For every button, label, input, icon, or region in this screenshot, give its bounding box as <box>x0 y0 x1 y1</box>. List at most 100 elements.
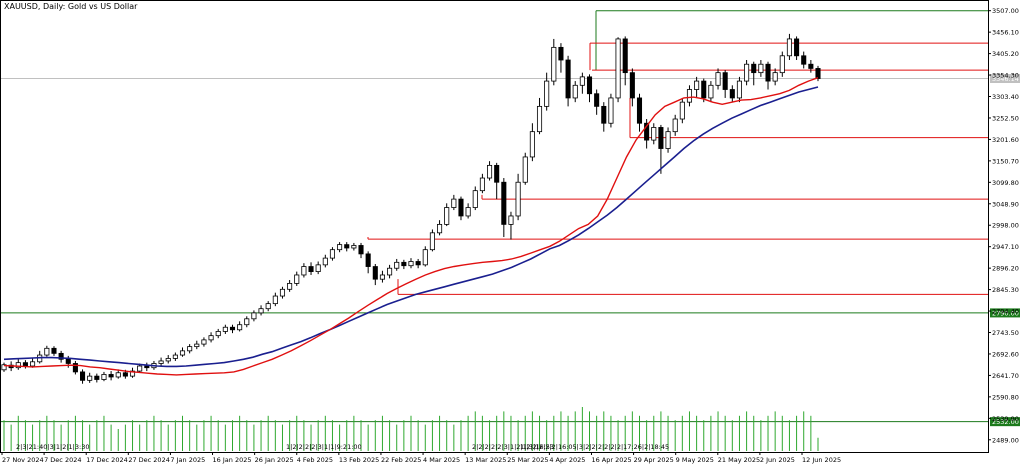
y-tick-label: 2539.90 <box>992 415 1019 423</box>
x-tick-label: 9 May 2025 <box>676 456 714 464</box>
candle-body <box>715 72 721 86</box>
candle-body <box>444 207 450 225</box>
chart-title: XAUUSD, Daily: Gold vs US Dollar <box>4 2 138 11</box>
candle-body <box>494 164 500 183</box>
candle-body <box>237 324 243 331</box>
candle-body <box>529 131 535 158</box>
y-tick-label: 3456.10 <box>992 29 1019 37</box>
candle-body <box>129 370 136 377</box>
candle-body <box>558 46 564 61</box>
y-tick-label: 3354.30 <box>992 72 1019 80</box>
y-tick-label: 3048.90 <box>992 200 1019 208</box>
candle-body <box>15 362 21 369</box>
candle-body <box>622 38 628 74</box>
x-tick-label: 2 Jun 2025 <box>760 456 795 464</box>
current-price-tag <box>990 73 1020 83</box>
y-tick-label: 2845.30 <box>992 286 1019 294</box>
level-tag-label: 2790.00 <box>992 309 1019 317</box>
candle-body <box>258 308 264 314</box>
candle-body <box>279 288 286 297</box>
candle-body <box>429 232 435 251</box>
candle-body <box>658 127 664 149</box>
x-tick-label: 21 May 2025 <box>718 456 760 464</box>
candle-body <box>487 164 493 179</box>
candle-body <box>651 127 657 141</box>
candle-body <box>351 245 357 249</box>
candle-body <box>536 105 543 133</box>
volume-label: 2|3|21:40|3|1|2|1|3:30 <box>16 443 89 451</box>
candle-body <box>615 38 621 99</box>
candle-body <box>244 318 250 326</box>
candle-body <box>544 80 550 107</box>
candle-body <box>265 303 271 310</box>
volume-label: 1|2|2|2|2|3|1|1|9:21:00 <box>286 443 362 451</box>
candle-body <box>551 46 557 82</box>
y-tick-label: 3507.00 <box>992 7 1019 15</box>
x-tick-label: 13 Feb 2025 <box>339 456 379 464</box>
x-tick-label: 27 Dec 2024 <box>128 456 170 464</box>
candle-body <box>415 261 421 266</box>
candle-body <box>72 363 78 373</box>
y-tick-label: 2590.80 <box>992 393 1019 401</box>
candle-body <box>187 346 193 352</box>
candle-body <box>437 223 443 234</box>
x-tick-label: 26 Jan 2025 <box>255 456 294 464</box>
candle-body <box>201 339 207 345</box>
candle-body <box>744 63 750 82</box>
candle-body <box>608 97 614 124</box>
y-tick-label: 2641.70 <box>992 372 1019 380</box>
candle-body <box>30 361 36 367</box>
candle-body <box>365 253 371 267</box>
candle-body <box>80 371 86 381</box>
candle-body <box>601 105 607 124</box>
candle-body <box>272 295 278 305</box>
candle-body <box>501 181 507 225</box>
candle-body <box>122 372 128 377</box>
x-tick-label: 12 Jun 2025 <box>802 456 841 464</box>
candle-body <box>65 358 71 364</box>
candle-body <box>372 266 378 280</box>
candle-body <box>294 274 300 284</box>
x-tick-label: 4 Apr 2025 <box>549 456 585 464</box>
candle-body <box>808 63 814 69</box>
candle-body <box>479 177 485 192</box>
candle-body <box>137 365 143 372</box>
candle-body <box>586 76 593 95</box>
plot-frame <box>0 0 989 453</box>
candle-body <box>229 326 236 331</box>
y-tick-label: 2896.20 <box>992 265 1019 273</box>
candle-body <box>358 245 364 255</box>
candle-body <box>337 244 343 251</box>
candle-body <box>794 38 800 57</box>
candle-body <box>215 331 221 337</box>
candle-body <box>451 198 457 208</box>
candle-body <box>672 118 678 133</box>
candle-body <box>144 365 150 369</box>
candle-body <box>522 156 528 183</box>
level-tag-label: 2532.00 <box>992 418 1019 426</box>
candle-body <box>736 80 742 99</box>
x-tick-label: 7 Jan 2025 <box>170 456 205 464</box>
x-tick-label: 4 Mar 2025 <box>423 456 460 464</box>
candle-body <box>515 181 521 217</box>
candle-body <box>644 122 650 141</box>
candle-body <box>308 266 314 272</box>
candle-body <box>158 360 164 364</box>
x-tick-label: 7 Dec 2024 <box>44 456 81 464</box>
candle-body <box>394 261 400 269</box>
volume-label: 1|2|2|2|2|2|16:05|3|2|2|2|2|2|2|17:26|2|… <box>520 443 669 451</box>
candle-body <box>94 375 100 380</box>
candle-body <box>22 362 28 367</box>
candle-body <box>408 261 414 267</box>
candle-body <box>686 89 693 103</box>
candle-body <box>251 312 257 320</box>
candle-body <box>115 372 121 378</box>
candle-body <box>729 89 735 99</box>
candle-body <box>322 257 328 266</box>
candle-body <box>401 261 407 267</box>
y-tick-label: 2692.60 <box>992 350 1019 358</box>
x-tick-label: 16 Jan 2025 <box>213 456 252 464</box>
x-tick-label: 17 Dec 2024 <box>86 456 128 464</box>
